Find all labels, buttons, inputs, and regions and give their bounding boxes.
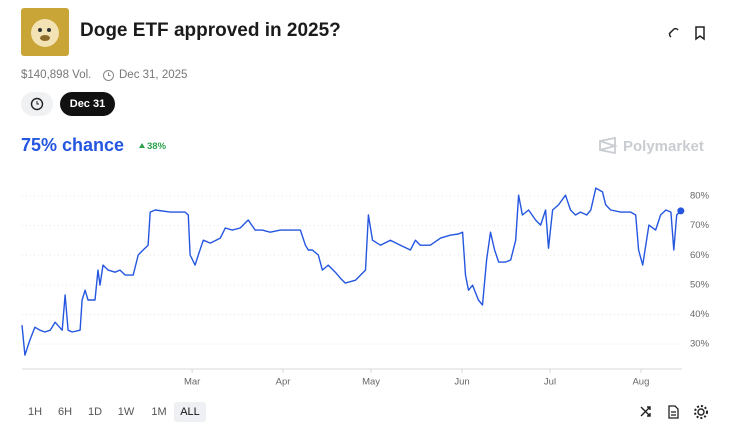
range-button[interactable]: 1M <box>151 406 167 418</box>
y-tick-label: 60% <box>690 250 710 261</box>
chart: 30% 40% 50% 60% 70% 80% Mar Apr May Jun Jul Aug <box>21 187 710 388</box>
y-tick-label: 70% <box>690 220 710 231</box>
price-line <box>21 187 682 356</box>
date-pill[interactable]: Dec 31 <box>60 92 115 116</box>
range-button[interactable]: 1H <box>27 406 43 418</box>
up-arrow <box>139 143 145 148</box>
y-tick-label: 50% <box>690 279 710 290</box>
range-button[interactable]: ALL <box>174 402 206 422</box>
change: 38% <box>147 141 167 152</box>
y-tick-label: 80% <box>690 191 710 202</box>
x-tick-label: May <box>362 377 380 388</box>
range-button[interactable]: 1D <box>87 406 103 418</box>
range-button[interactable]: 6H <box>57 406 73 418</box>
x-tick-label: Jul <box>544 377 556 388</box>
y-tick-label: 40% <box>690 309 710 320</box>
chart-tools[interactable] <box>638 404 714 420</box>
volume: $140,898 Vol. <box>21 69 92 81</box>
range-button[interactable]: 1W <box>117 406 135 418</box>
header-actions[interactable] <box>666 25 708 41</box>
market-title: Doge ETF approved in 2025? <box>80 20 341 41</box>
x-tick-label: Mar <box>184 377 200 388</box>
brand: Polymarket <box>623 138 704 155</box>
x-tick-label: Jun <box>454 377 469 388</box>
x-tick-label: Aug <box>632 377 649 388</box>
x-tick-label: Apr <box>276 377 291 388</box>
chance: 75% chance <box>21 135 125 155</box>
y-tick-label: 30% <box>690 339 710 350</box>
end-date: Dec 31, 2025 <box>119 69 188 81</box>
clock-icon <box>103 70 114 81</box>
history-button[interactable] <box>21 92 53 116</box>
brand-logo <box>599 137 618 155</box>
last-point <box>677 207 685 215</box>
market-icon <box>21 8 69 56</box>
